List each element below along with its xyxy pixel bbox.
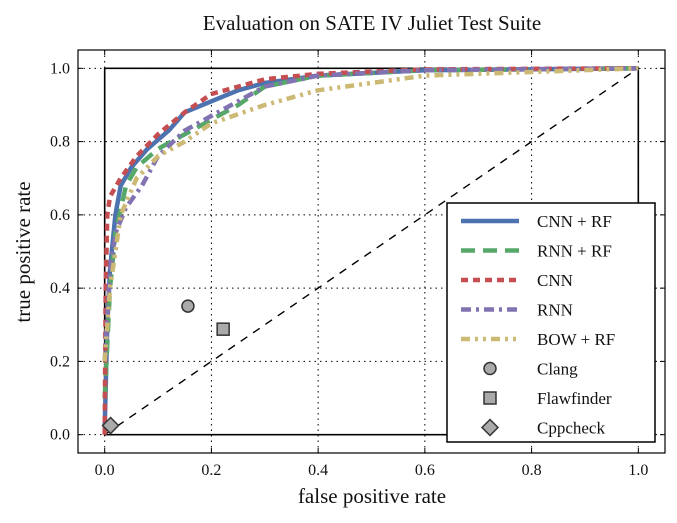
y-tick-label: 0.2 xyxy=(50,353,70,370)
y-tick-label: 0.4 xyxy=(50,280,70,297)
legend-item: Flawfinder xyxy=(483,389,612,408)
x-tick-label: 0.8 xyxy=(522,462,542,479)
point-cppcheck xyxy=(101,416,120,435)
legend-item: Cppcheck xyxy=(480,418,605,438)
legend-label: Flawfinder xyxy=(537,389,612,408)
legend-label: Clang xyxy=(537,360,578,379)
x-tick-label: 0.2 xyxy=(201,462,221,479)
legend-label: CNN + RF xyxy=(537,212,612,231)
legend-item: RNN + RF xyxy=(461,242,612,261)
legend-box xyxy=(446,202,656,443)
series-line-rnn xyxy=(102,66,639,362)
legend-item: Clang xyxy=(483,360,578,379)
axes-frame xyxy=(77,49,666,454)
x-tick-label: 1.0 xyxy=(628,462,648,479)
y-tick-label: 1.0 xyxy=(50,60,70,77)
point-flawfinder xyxy=(216,322,230,336)
ticks: 0.0 0.2 0.4 0.6 0.8 1.0 0.0 0.2 0.4 0.6 0.8 1.0 xyxy=(50,50,665,479)
y-axis-label: true positive rate xyxy=(11,181,35,322)
legend-item: CNN xyxy=(461,271,573,290)
legend-marker-clang xyxy=(483,361,497,376)
chart-title: Evaluation on SATE IV Juliet Test Suite xyxy=(203,11,541,35)
legend-label: RNN xyxy=(537,301,573,320)
chance-line xyxy=(104,67,639,436)
x-tick-label: 0.4 xyxy=(308,462,328,479)
legend-item: CNN + RF xyxy=(461,212,612,231)
y-tick-label: 0.8 xyxy=(50,134,70,151)
legend-label: BOW + RF xyxy=(537,330,615,349)
x-axis-label: false positive rate xyxy=(298,484,446,508)
legend-item: BOW + RF xyxy=(461,330,615,349)
legend: CNN + RF RNN + RF CNN RNN BOW + RF Clang Flawf… xyxy=(446,202,656,443)
legend-label: Cppcheck xyxy=(537,419,605,438)
y-tick-label: 0.6 xyxy=(50,207,70,224)
legend-item: RNN xyxy=(461,301,573,320)
legend-marker-flawfinder xyxy=(483,391,497,405)
legend-label: CNN xyxy=(537,271,573,290)
y-tick-label: 0.0 xyxy=(50,427,70,444)
legend-label: RNN + RF xyxy=(537,242,612,261)
legend-marker-cppcheck xyxy=(480,418,500,437)
x-tick-label: 0.0 xyxy=(95,462,115,479)
point-clang xyxy=(181,299,195,313)
series-line-bow-rf xyxy=(102,66,639,362)
x-tick-label: 0.6 xyxy=(415,462,435,479)
plot-area xyxy=(77,49,666,454)
